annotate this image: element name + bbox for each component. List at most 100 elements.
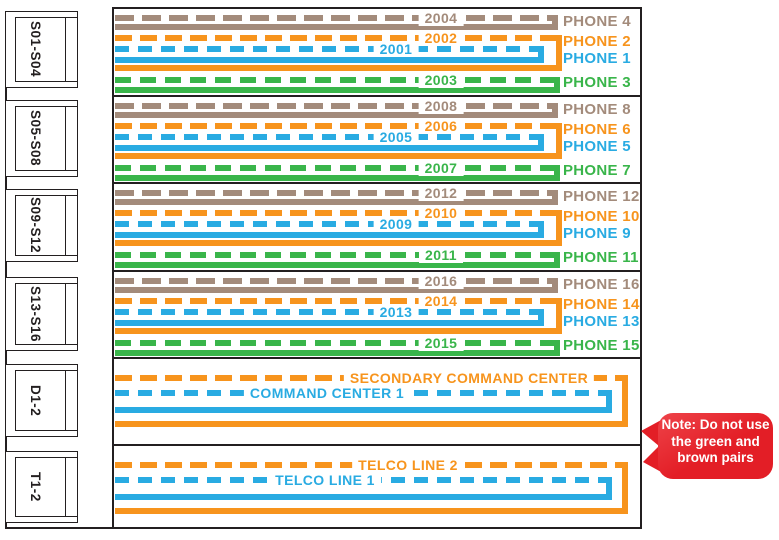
module-divider-line — [65, 457, 66, 517]
wire-solid-line — [115, 508, 628, 514]
module-divider-line — [65, 17, 66, 82]
note-bubble — [658, 413, 773, 479]
wire-dashed-line — [115, 15, 558, 21]
bottom-connector-line — [5, 527, 114, 529]
wire-label: 2008 — [418, 98, 464, 114]
wire-label: 2002 — [418, 30, 464, 46]
wire-label: 2001 — [373, 41, 419, 57]
phone-label: PHONE 8 — [563, 101, 631, 118]
note-text: Note: Do not use the green and brown pai… — [658, 417, 773, 467]
wire-label: 2009 — [373, 216, 419, 232]
wire-turn — [554, 165, 560, 181]
wire-solid-line — [115, 65, 562, 71]
wire-turn — [552, 190, 558, 205]
wire-solid-line — [115, 407, 612, 413]
wire-turn — [538, 309, 544, 326]
wire-solid-line — [115, 494, 612, 500]
wire-loop-brown — [115, 15, 558, 30]
section-2: 2008 PHONE 8 2006 PHONE 6 2005 PHONE 5 2007 PHO… — [114, 97, 640, 184]
phone-label: PHONE 14 — [563, 296, 640, 313]
wire-solid-line — [115, 87, 560, 93]
phone-label: PHONE 13 — [563, 313, 640, 330]
wire-dashed-line — [115, 252, 560, 258]
wire-label: 2006 — [418, 118, 464, 134]
wire-dashed-line — [115, 210, 562, 216]
wire-loop-green — [115, 340, 560, 356]
wire-turn — [554, 252, 560, 268]
module-inner-frame — [15, 370, 77, 431]
phone-label: PHONE 11 — [563, 249, 639, 266]
wire-turn — [538, 221, 544, 238]
punchdown-rail — [5, 11, 7, 529]
wire-dashed-line — [115, 46, 544, 52]
module-divider-line — [65, 370, 66, 431]
wire-turn — [552, 103, 558, 118]
wire-turn — [538, 46, 544, 63]
wire-turn — [556, 123, 562, 159]
wire-solid-line — [115, 350, 560, 356]
wire-turn — [552, 278, 558, 293]
phone-label: PHONE 2 — [563, 33, 631, 50]
module-s13-s16: S13-S16 — [5, 277, 78, 351]
wire-solid-line — [115, 262, 560, 268]
module-d1-2: D1-2 — [5, 364, 78, 437]
wire-loop-brown — [115, 278, 558, 293]
wire-loop-blue — [115, 46, 544, 63]
wire-dashed-line — [115, 165, 560, 171]
wire-loop-blue — [115, 309, 544, 326]
wire-turn — [554, 77, 560, 93]
wire-label: 2010 — [418, 205, 464, 221]
wire-label: 2015 — [418, 335, 464, 351]
wire-label: 2014 — [418, 293, 464, 309]
module-label: D1-2 — [28, 384, 43, 417]
wire-turn — [622, 462, 628, 514]
module-inner-frame — [15, 457, 77, 517]
wire-turn — [606, 390, 612, 413]
phone-label: PHONE 3 — [563, 74, 631, 91]
wire-solid-line — [115, 328, 562, 334]
wire-solid-line — [115, 112, 558, 118]
wire-loop-orange — [115, 298, 562, 334]
module-divider-line — [65, 283, 66, 345]
phone-label: PHONE 9 — [563, 225, 631, 242]
wire-solid-line — [115, 232, 544, 238]
wire-dashed-line — [115, 134, 544, 140]
wire-solid-line — [115, 240, 562, 246]
wire-dashed-line — [115, 298, 562, 304]
wire-loop-orange — [115, 210, 562, 246]
module-inner-frame — [15, 195, 77, 256]
patch-field: 2004 PHONE 4 2002 PHONE 2 2001 PHONE 1 2003 PHO… — [112, 7, 642, 529]
phone-label: PHONE 16 — [563, 276, 640, 293]
note-arrow — [641, 419, 663, 473]
wire-solid-line — [115, 320, 544, 326]
wire-solid-line — [115, 145, 544, 151]
wire-loop-blue — [115, 134, 544, 151]
wire-turn — [556, 210, 562, 246]
wire-loop-green — [115, 77, 560, 93]
wire-label: 2007 — [418, 160, 464, 176]
module-divider-line — [65, 195, 66, 256]
wire-turn — [556, 298, 562, 334]
wire-turn — [538, 134, 544, 151]
phone-label: PHONE 5 — [563, 138, 631, 155]
wire-turn — [554, 340, 560, 356]
module-label: S09-S12 — [28, 197, 43, 254]
module-divider-line — [65, 106, 66, 171]
wire-label: 2013 — [373, 304, 419, 320]
wire-dashed-line — [115, 77, 560, 83]
module-label: S05-S08 — [28, 110, 43, 167]
wire-dashed-line — [115, 35, 562, 41]
wire-turn — [556, 35, 562, 71]
wire-turn — [622, 375, 628, 427]
phone-label: PHONE 7 — [563, 162, 631, 179]
wire-dashed-line — [115, 309, 544, 315]
wire-solid-line — [115, 421, 628, 427]
phone-label: PHONE 1 — [563, 50, 631, 67]
module-label: S13-S16 — [28, 285, 43, 343]
module-s09-s12: S09-S12 — [5, 189, 78, 262]
wire-solid-line — [115, 24, 558, 30]
section-1: 2004 PHONE 4 2002 PHONE 2 2001 PHONE 1 2003 PHO… — [114, 9, 640, 97]
wire-label: 2003 — [418, 72, 464, 88]
wire-dashed-line — [115, 123, 562, 129]
